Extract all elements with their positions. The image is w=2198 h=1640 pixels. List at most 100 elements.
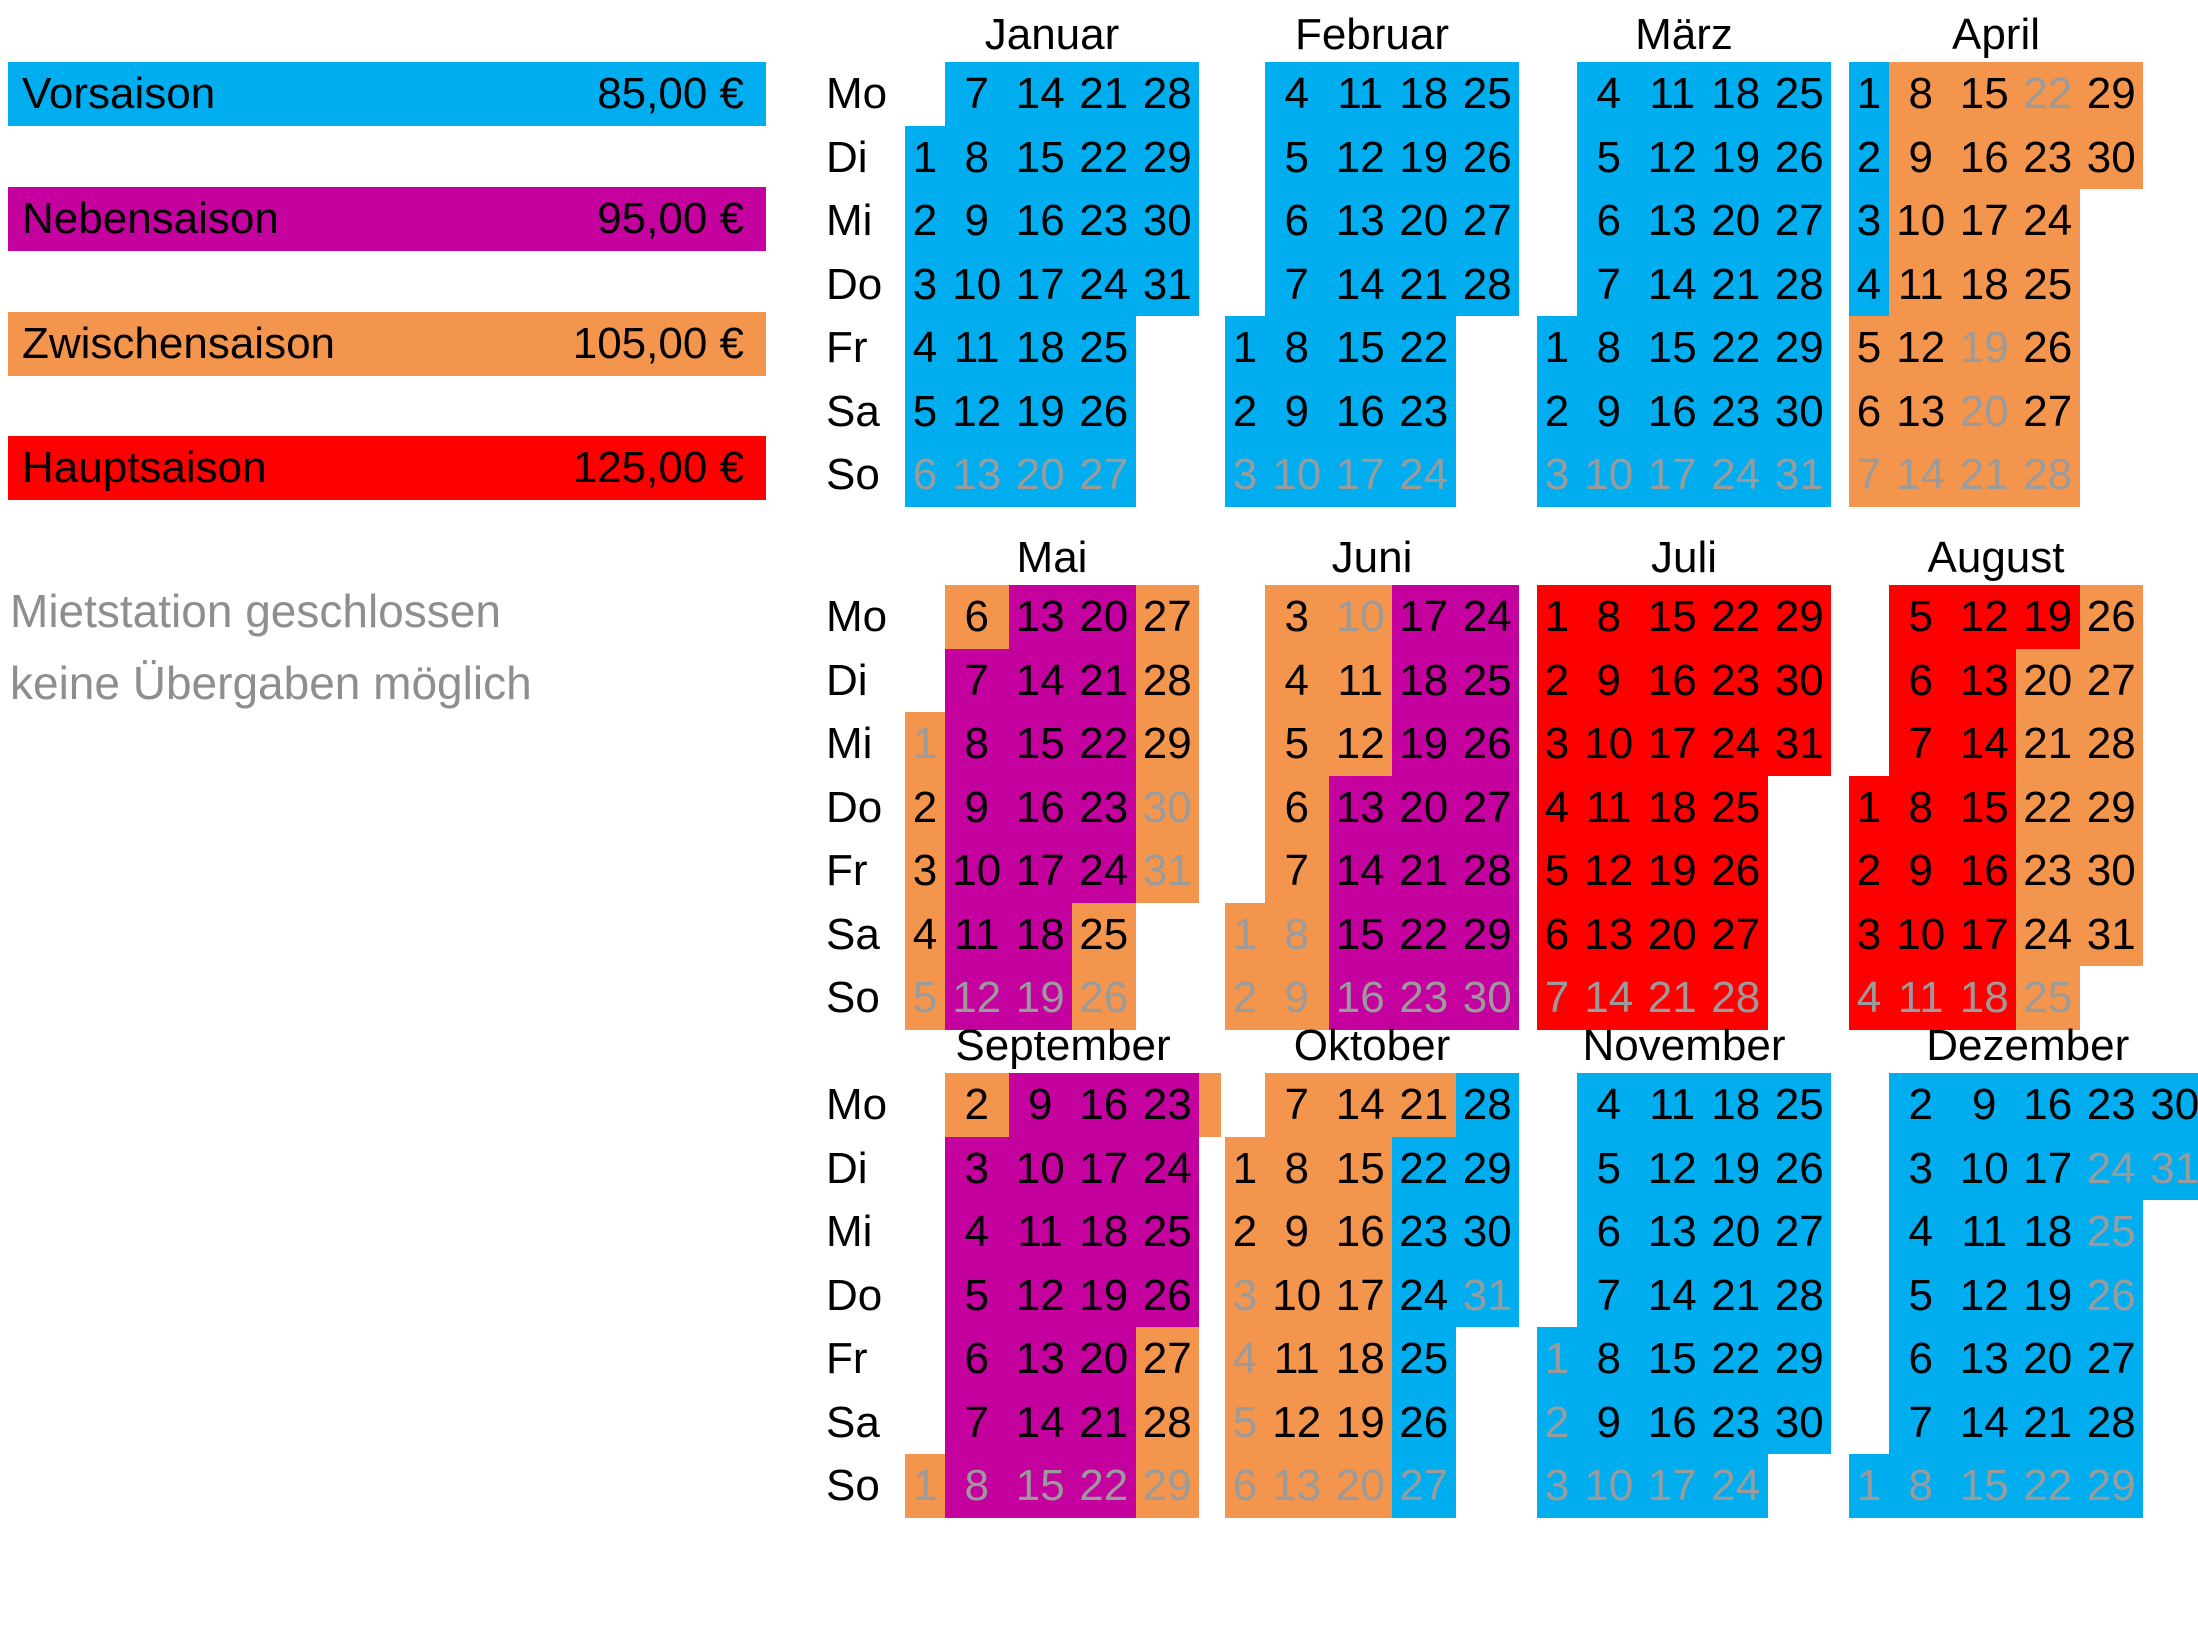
day-cell: 31 — [1135, 252, 1199, 316]
day-cell: 29 — [1455, 902, 1519, 966]
day-cell: 4 — [1889, 1200, 1953, 1264]
weekday-label-mo: Mo — [826, 69, 888, 118]
day-cell: 3 — [905, 252, 945, 316]
day-cell: 20 — [2016, 648, 2080, 712]
day-cell: 14 — [1008, 1390, 1072, 1454]
day-cell: 5 — [905, 966, 945, 1030]
day-cell: 27 — [1767, 189, 1831, 253]
day-cell: 15 — [1008, 712, 1072, 776]
day-cell: 18 — [1392, 648, 1456, 712]
day-cell: 20 — [2016, 1327, 2080, 1391]
legend-price: 85,00 € — [597, 69, 744, 118]
day-cell: 27 — [1455, 775, 1519, 839]
day-cell: 6 — [1577, 1200, 1641, 1264]
day-cell: 24 — [1392, 443, 1456, 507]
day-cell: 2 — [945, 1073, 1009, 1137]
day-cell: 17 — [1008, 252, 1072, 316]
day-cell: 13 — [1640, 1200, 1704, 1264]
day-cell: 29 — [1135, 712, 1199, 776]
day-cell: 7 — [945, 62, 1009, 126]
day-cell: 1 — [1537, 585, 1577, 649]
day-cell: 5 — [945, 1263, 1009, 1327]
day-cell: 4 — [905, 316, 945, 380]
day-cell: 5 — [1265, 125, 1329, 189]
day-cell: 10 — [1265, 1263, 1329, 1327]
day-cell: 23 — [2079, 1073, 2143, 1137]
day-cell: 16 — [1072, 1073, 1136, 1137]
day-cell: 19 — [1704, 1136, 1768, 1200]
day-cell: 24 — [2016, 902, 2080, 966]
day-cell: 22 — [1704, 316, 1768, 380]
day-cell: 7 — [1889, 1390, 1953, 1454]
day-cell: 14 — [1328, 252, 1392, 316]
day-cell: 3 — [1537, 1454, 1577, 1518]
day-cell: 27 — [1135, 585, 1199, 649]
day-cell: 7 — [945, 1390, 1009, 1454]
day-cell: 11 — [945, 902, 1009, 966]
day-cell: 30 — [1135, 775, 1199, 839]
day-cell: 3 — [1225, 443, 1265, 507]
day-cell: 3 — [1537, 443, 1577, 507]
day-cell: 9 — [1265, 966, 1329, 1030]
day-cell: 26 — [1135, 1263, 1199, 1327]
day-cell: 10 — [1952, 1136, 2016, 1200]
day-cell: 5 — [905, 379, 945, 443]
day-cell: 21 — [1392, 839, 1456, 903]
month-title-april: April — [1951, 10, 2041, 59]
day-cell: 28 — [1767, 1263, 1831, 1327]
day-cell: 23 — [1072, 189, 1136, 253]
day-cell: 5 — [1889, 585, 1953, 649]
day-cell: 22 — [2016, 775, 2080, 839]
day-cell: 27 — [1072, 443, 1136, 507]
day-cell: 29 — [1135, 1454, 1199, 1518]
day-cell: 4 — [1225, 1327, 1265, 1391]
day-cell: 25 — [1455, 62, 1519, 126]
day-cell: 15 — [1640, 1327, 1704, 1391]
day-cell: 16 — [1640, 648, 1704, 712]
weekday-label-so: So — [826, 973, 880, 1022]
day-cell: 14 — [1328, 839, 1392, 903]
day-cell: 14 — [1640, 252, 1704, 316]
day-cell: 17 — [1392, 585, 1456, 649]
day-cell: 3 — [1849, 189, 1889, 253]
day-cell: 24 — [1704, 443, 1768, 507]
day-cell: 4 — [1265, 62, 1329, 126]
day-cell: 10 — [1889, 189, 1953, 253]
day-cell: 24 — [1072, 252, 1136, 316]
day-cell: 12 — [1952, 585, 2016, 649]
day-cell: 4 — [1537, 775, 1577, 839]
day-cell: 11 — [1328, 62, 1392, 126]
weekday-label-sa: Sa — [826, 386, 880, 436]
day-cell: 24 — [1072, 839, 1136, 903]
weekday-label-mi: Mi — [826, 196, 873, 245]
day-cell: 19 — [1640, 839, 1704, 903]
day-cell: 5 — [1225, 1390, 1265, 1454]
day-cell: 13 — [945, 443, 1009, 507]
day-cell: 3 — [1889, 1136, 1953, 1200]
day-cell: 24 — [1704, 712, 1768, 776]
day-cell: 21 — [1392, 252, 1456, 316]
day-cell: 20 — [1328, 1454, 1392, 1518]
day-cell: 18 — [1952, 966, 2016, 1030]
day-cell: 28 — [2079, 1390, 2143, 1454]
day-cell: 8 — [1577, 585, 1641, 649]
month-title-juni: Juni — [1331, 533, 1413, 582]
weekday-label-so: So — [826, 1461, 880, 1510]
day-cell: 18 — [2016, 1200, 2080, 1264]
day-cell: 25 — [1072, 316, 1136, 380]
weekday-label-do: Do — [826, 1270, 883, 1320]
day-cell: 28 — [1767, 252, 1831, 316]
day-cell: 10 — [1008, 1136, 1072, 1200]
day-cell: 21 — [1640, 966, 1704, 1030]
day-cell: 10 — [1889, 902, 1953, 966]
day-cell: 28 — [1455, 1073, 1519, 1137]
day-cell: 25 — [1455, 648, 1519, 712]
day-cell: 14 — [1328, 1073, 1392, 1137]
day-cell: 27 — [1767, 1200, 1831, 1264]
day-cell: 9 — [1952, 1073, 2016, 1137]
day-cell: 26 — [2016, 316, 2080, 380]
day-cell: 10 — [1265, 443, 1329, 507]
day-cell: 8 — [1889, 62, 1953, 126]
day-cell: 9 — [1008, 1073, 1072, 1137]
day-cell: 14 — [1008, 648, 1072, 712]
